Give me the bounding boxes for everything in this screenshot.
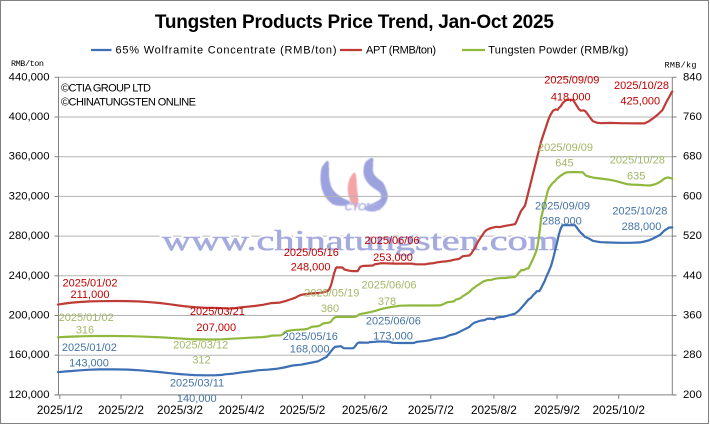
svg-text:320,000: 320,000 bbox=[9, 190, 50, 202]
svg-text:www.chinatungsten.com: www.chinatungsten.com bbox=[162, 225, 560, 257]
svg-text:2025/5/2: 2025/5/2 bbox=[279, 403, 325, 417]
svg-text:840: 840 bbox=[683, 71, 702, 83]
svg-text:2025/09/09: 2025/09/09 bbox=[544, 75, 599, 87]
svg-text:680: 680 bbox=[683, 151, 702, 163]
svg-text:©CTIA GROUP LTD: ©CTIA GROUP LTD bbox=[61, 83, 151, 95]
svg-text:2025/03/11: 2025/03/11 bbox=[170, 377, 224, 389]
svg-text:168,000: 168,000 bbox=[290, 344, 330, 356]
svg-text:2025/2/2: 2025/2/2 bbox=[98, 403, 144, 417]
svg-text:RMB/ton: RMB/ton bbox=[11, 59, 44, 69]
svg-text:160,000: 160,000 bbox=[9, 349, 50, 361]
svg-text:440: 440 bbox=[683, 270, 702, 282]
svg-text:CTOMS: CTOMS bbox=[345, 202, 383, 214]
svg-text:200: 200 bbox=[683, 389, 702, 401]
svg-text:143,000: 143,000 bbox=[69, 358, 109, 370]
svg-text:120,000: 120,000 bbox=[9, 389, 50, 401]
svg-text:65% Wolframite Concentrate (RM: 65% Wolframite Concentrate (RMB/ton) bbox=[116, 45, 337, 57]
svg-text:360: 360 bbox=[683, 310, 702, 322]
svg-text:635: 635 bbox=[627, 171, 645, 183]
svg-text:2025/03/21: 2025/03/21 bbox=[190, 306, 245, 318]
svg-text:280: 280 bbox=[683, 349, 702, 361]
svg-text:2025/06/06: 2025/06/06 bbox=[364, 235, 419, 247]
svg-text:200,000: 200,000 bbox=[9, 310, 50, 322]
svg-text:2025/10/28: 2025/10/28 bbox=[612, 206, 667, 218]
svg-text:253,000: 253,000 bbox=[373, 252, 413, 264]
svg-text:440,000: 440,000 bbox=[9, 71, 50, 83]
svg-text:2025/06/06: 2025/06/06 bbox=[361, 280, 416, 292]
svg-text:2025/05/16: 2025/05/16 bbox=[284, 247, 339, 259]
svg-text:APT (RMB/ton): APT (RMB/ton) bbox=[366, 45, 436, 57]
svg-text:645: 645 bbox=[555, 158, 573, 170]
svg-text:2025/10/28: 2025/10/28 bbox=[614, 80, 669, 92]
svg-text:378: 378 bbox=[378, 296, 396, 308]
svg-text:Tungsten Products Price Trend,: Tungsten Products Price Trend, Jan-Oct 2… bbox=[155, 12, 554, 33]
svg-text:2025/1/2: 2025/1/2 bbox=[37, 403, 83, 417]
svg-text:360,000: 360,000 bbox=[9, 151, 50, 163]
svg-text:2025/8/2: 2025/8/2 bbox=[471, 403, 517, 417]
svg-text:2025/06/06: 2025/06/06 bbox=[366, 315, 421, 327]
svg-text:400,000: 400,000 bbox=[9, 111, 50, 123]
svg-text:2025/10/2: 2025/10/2 bbox=[592, 403, 644, 417]
svg-text:312: 312 bbox=[192, 355, 210, 367]
svg-text:www.chinatungsten.com: www.chinatungsten.com bbox=[162, 225, 560, 257]
svg-text:288,000: 288,000 bbox=[622, 221, 662, 233]
svg-text:2025/01/02: 2025/01/02 bbox=[59, 312, 114, 324]
svg-text:211,000: 211,000 bbox=[71, 289, 110, 301]
svg-text:2025/03/12: 2025/03/12 bbox=[173, 340, 228, 352]
svg-text:520: 520 bbox=[683, 230, 702, 242]
svg-text:2025/01/02: 2025/01/02 bbox=[62, 342, 117, 354]
svg-text:2025/05/16: 2025/05/16 bbox=[283, 331, 338, 343]
svg-text:760: 760 bbox=[683, 111, 702, 123]
svg-text:207,000: 207,000 bbox=[196, 322, 236, 334]
svg-text:2025/9/2: 2025/9/2 bbox=[534, 403, 580, 417]
svg-text:Tungsten Powder (RMB/kg): Tungsten Powder (RMB/kg) bbox=[488, 45, 628, 57]
svg-text:418,000: 418,000 bbox=[551, 92, 591, 104]
svg-text:2025/6/2: 2025/6/2 bbox=[342, 403, 388, 417]
svg-text:280,000: 280,000 bbox=[9, 230, 50, 242]
svg-text:248,000: 248,000 bbox=[291, 261, 331, 273]
svg-text:RMB/kg: RMB/kg bbox=[665, 60, 697, 70]
svg-text:2025/3/2: 2025/3/2 bbox=[157, 403, 203, 417]
svg-text:360: 360 bbox=[321, 303, 339, 315]
svg-text:173,000: 173,000 bbox=[373, 331, 413, 343]
svg-text:2025/4/2: 2025/4/2 bbox=[219, 403, 265, 417]
svg-text:140,000: 140,000 bbox=[177, 393, 217, 405]
svg-text:©CHINATUNGSTEN ONLINE: ©CHINATUNGSTEN ONLINE bbox=[61, 96, 196, 108]
svg-text:2025/10/28: 2025/10/28 bbox=[610, 154, 665, 166]
svg-text:288,000: 288,000 bbox=[542, 216, 582, 228]
svg-text:240,000: 240,000 bbox=[9, 270, 50, 282]
svg-text:425,000: 425,000 bbox=[620, 96, 660, 108]
svg-text:2025/7/2: 2025/7/2 bbox=[408, 403, 454, 417]
svg-text:316: 316 bbox=[76, 324, 94, 336]
svg-text:2025/09/09: 2025/09/09 bbox=[538, 142, 593, 154]
svg-text:2025/05/19: 2025/05/19 bbox=[304, 288, 359, 300]
svg-text:600: 600 bbox=[683, 190, 702, 202]
svg-text:2025/09/09: 2025/09/09 bbox=[535, 200, 590, 212]
svg-text:2025/01/02: 2025/01/02 bbox=[62, 277, 117, 289]
